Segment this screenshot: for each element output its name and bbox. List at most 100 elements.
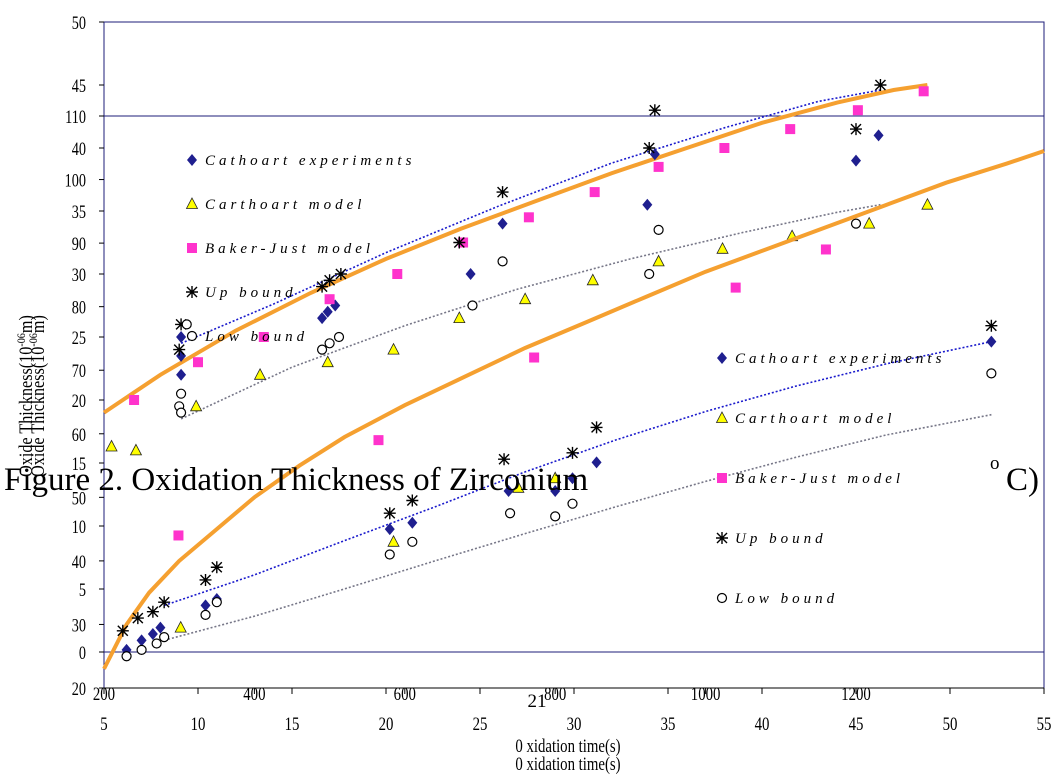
data-point-1-0-1 [136, 634, 147, 647]
data-point-0-2-6 [523, 212, 534, 223]
data-point-1-3-9 [566, 446, 579, 459]
data-point-0-4-9 [644, 268, 655, 280]
data-point-1-3-4 [199, 573, 212, 586]
y-tick-label-1-5: 70 [72, 360, 86, 381]
data-point-0-1-6 [518, 292, 532, 305]
data-point-0-2-0 [129, 395, 140, 405]
data-point-0-4-3 [175, 407, 187, 418]
x-tick-label-0-8: 45 [849, 713, 864, 734]
data-point-0-1-3 [321, 355, 334, 368]
data-point-0-1-2 [253, 367, 267, 380]
fit-curve-0-1 [180, 89, 881, 345]
y-tick-label-1-1: 30 [72, 614, 86, 635]
x-tick-label-0-7: 40 [755, 713, 770, 734]
y-axis-title-exponent-1: -06 [15, 333, 28, 347]
data-point-1-3-11 [985, 319, 998, 332]
legend-label-1-2: Baker-Just model [735, 471, 904, 487]
x-tick-label-1-3: 800 [544, 683, 566, 704]
data-point-1-0-2 [147, 627, 158, 640]
data-point-0-1-8 [652, 254, 665, 267]
y-axis-title-0: Oxide Thickness(10-06m) [27, 315, 49, 477]
data-point-1-1-2 [387, 534, 400, 547]
data-point-1-4-2 [151, 638, 162, 649]
legend-marker-0-2 [187, 243, 197, 253]
y-tick-label-0-3: 15 [72, 453, 86, 474]
legend-marker-0-1 [185, 197, 199, 209]
data-point-1-1-3 [512, 480, 525, 493]
data-point-1-4-7 [407, 536, 418, 547]
data-point-0-3-9 [850, 123, 862, 136]
data-point-1-3-1 [131, 612, 144, 625]
data-point-0-2-11 [852, 105, 863, 116]
data-point-0-4-6 [333, 331, 345, 343]
y-tick-label-0-2: 10 [72, 516, 86, 537]
y-tick-label-1-6: 80 [72, 297, 86, 318]
data-point-0-0-8 [642, 198, 653, 211]
data-point-1-2-2 [529, 352, 540, 363]
y-tick-label-0-8: 40 [72, 138, 86, 159]
data-point-0-4-0 [181, 319, 192, 330]
fit-curve-0-0 [102, 83, 928, 415]
data-point-0-2-2 [258, 332, 269, 342]
data-point-0-1-5 [453, 311, 466, 324]
data-point-0-2-7 [589, 187, 600, 198]
y-tick-label-1-7: 90 [72, 233, 86, 254]
data-point-1-3-6 [383, 507, 396, 520]
data-point-1-3-2 [146, 605, 159, 618]
y-tick-label-0-1: 5 [79, 579, 86, 600]
data-point-1-1-0 [105, 439, 118, 452]
fit-curve-1-0 [102, 149, 1045, 670]
legend-marker-0-4 [186, 330, 198, 342]
data-point-1-1-1 [174, 620, 187, 633]
data-point-1-0-10 [567, 472, 578, 485]
y-axis-title-unit-1: m) [15, 315, 37, 333]
data-point-1-4-6 [384, 549, 395, 560]
data-point-1-0-3 [155, 621, 166, 634]
data-point-0-3-1 [173, 343, 186, 356]
x-tick-label-1-1: 400 [243, 683, 265, 704]
data-point-1-0-7 [407, 516, 418, 529]
legend-marker-0-0 [187, 154, 197, 166]
data-point-1-0-8 [503, 484, 514, 497]
x-tick-label-0-0: 5 [100, 713, 107, 734]
fit-curve-1-2 [163, 413, 992, 642]
data-point-1-2-1 [373, 435, 384, 446]
data-point-0-4-4 [316, 344, 328, 355]
figure-text: Figure 2. Oxidation Thickness of Zirconi… [4, 453, 1039, 712]
y-tick-label-0-6: 30 [72, 264, 86, 285]
data-point-1-2-4 [820, 244, 831, 255]
data-point-1-4-11 [986, 368, 997, 379]
data-point-1-0-12 [986, 335, 997, 348]
data-point-0-4-5 [324, 338, 335, 349]
data-point-0-4-11 [850, 218, 862, 229]
x-tick-label-1-5: 1200 [841, 683, 871, 704]
data-point-0-3-4 [316, 280, 329, 293]
data-point-0-0-3 [317, 312, 328, 325]
data-point-0-4-10 [653, 224, 664, 235]
x-axis-title-0: 0 xidation time(s) [515, 735, 620, 756]
data-point-0-0-0 [176, 331, 187, 343]
data-point-0-1-0 [129, 443, 143, 456]
data-point-0-2-1 [193, 357, 203, 368]
x-tick-label-0-5: 30 [567, 713, 582, 734]
legend-label-1-1: Carthoart model [735, 411, 895, 427]
data-point-0-3-7 [648, 104, 661, 117]
data-point-1-4-5 [211, 597, 222, 608]
y-tick-label-1-4: 60 [72, 424, 86, 445]
data-point-1-2-0 [173, 530, 184, 541]
figure-title-right: C) [1006, 462, 1039, 498]
legend-label-1-4: Low bound [734, 591, 838, 607]
x-tick-label-0-6: 35 [661, 713, 676, 734]
y-tick-label-1-9: 110 [65, 106, 86, 127]
data-point-0-0-2 [176, 368, 187, 381]
x-tick-label-0-3: 20 [379, 713, 394, 734]
data-point-0-2-8 [653, 161, 664, 172]
data-point-0-4-8 [497, 256, 508, 267]
data-point-0-1-9 [716, 241, 729, 254]
data-point-0-4-1 [175, 388, 187, 399]
data-point-0-4-7 [467, 300, 478, 311]
y-tick-label-1-8: 100 [65, 170, 86, 191]
legend-label-0-0: Cathoart experiments [205, 153, 415, 169]
figure-title-left: Figure 2. Oxidation Thickness of Zirconi… [4, 462, 588, 498]
